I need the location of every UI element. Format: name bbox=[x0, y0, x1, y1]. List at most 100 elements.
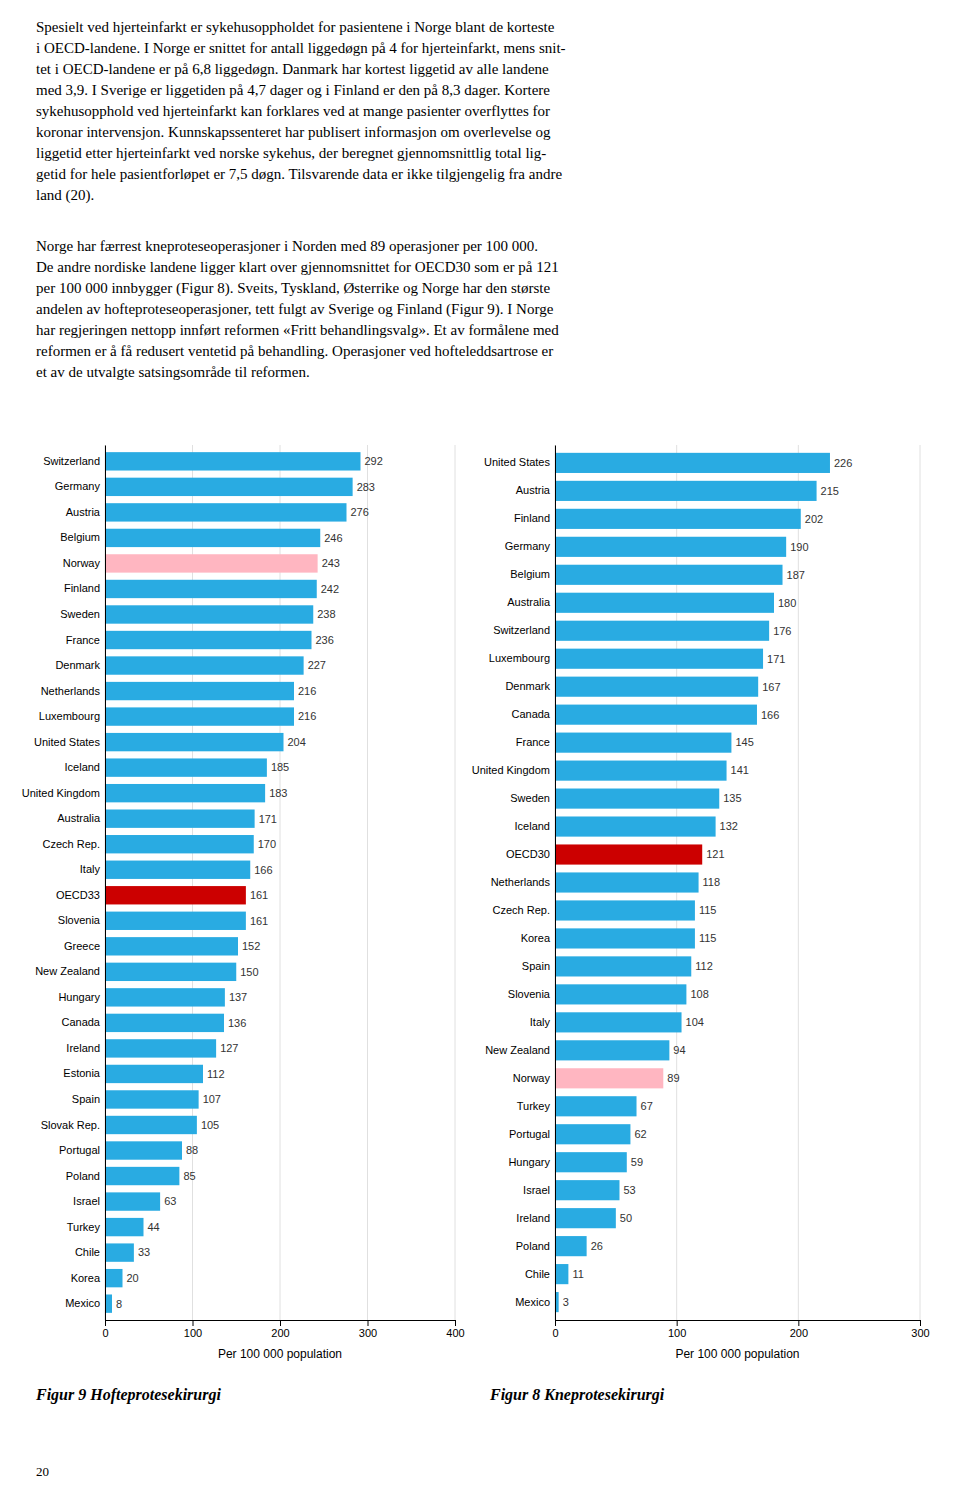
y-axis-line bbox=[555, 446, 556, 1321]
data-label: 11 bbox=[572, 1268, 583, 1280]
y-tick-label: Israel bbox=[523, 1184, 550, 1196]
bar bbox=[555, 984, 686, 1004]
bar bbox=[105, 605, 313, 623]
y-tick-label: Ireland bbox=[516, 1212, 550, 1224]
bar bbox=[105, 452, 361, 470]
y-tick-label: Sweden bbox=[60, 608, 100, 620]
y-tick: Greece bbox=[64, 940, 105, 952]
data-label: 216 bbox=[298, 710, 316, 722]
y-tick-label: Turkey bbox=[67, 1221, 101, 1233]
y-tick-label: Italy bbox=[530, 1016, 551, 1028]
x-tick-label: 300 bbox=[359, 1327, 377, 1339]
data-label: 150 bbox=[240, 966, 258, 978]
x-tick-label: 100 bbox=[668, 1327, 686, 1339]
y-tick: Poland bbox=[66, 1170, 105, 1182]
y-tick: Finland bbox=[64, 582, 105, 594]
y-tick-label: Poland bbox=[66, 1170, 100, 1182]
y-tick: Portugal bbox=[59, 1144, 105, 1156]
bar bbox=[555, 1096, 637, 1116]
grid bbox=[555, 445, 920, 1320]
data-label: 171 bbox=[767, 653, 785, 665]
y-tick: Turkey bbox=[67, 1221, 105, 1233]
bar bbox=[555, 537, 786, 557]
bar bbox=[555, 705, 757, 725]
bar bbox=[555, 565, 783, 585]
bar bbox=[555, 1180, 619, 1200]
x-tick: 300 bbox=[911, 1320, 929, 1339]
data-label: 88 bbox=[186, 1144, 198, 1156]
y-tick: Australia bbox=[57, 812, 105, 824]
data-label: 26 bbox=[591, 1240, 603, 1252]
y-tick-label: Austria bbox=[66, 506, 101, 518]
y-tick: Netherlands bbox=[491, 876, 555, 888]
y-tick-label: Ireland bbox=[66, 1042, 100, 1054]
bar bbox=[555, 1068, 663, 1088]
bar bbox=[105, 758, 267, 776]
data-label: 8 bbox=[116, 1298, 122, 1310]
bar bbox=[555, 1012, 682, 1032]
bar bbox=[105, 912, 246, 930]
y-tick: Slovenia bbox=[508, 988, 555, 1000]
bar bbox=[105, 529, 320, 547]
x-tick-mark bbox=[920, 1320, 921, 1326]
y-tick: Israel bbox=[523, 1184, 555, 1196]
y-tick: Ireland bbox=[66, 1042, 105, 1054]
bar bbox=[105, 631, 312, 649]
y-tick: Turkey bbox=[517, 1100, 555, 1112]
y-tick: United States bbox=[484, 456, 555, 468]
x-tick-label: 0 bbox=[102, 1327, 108, 1339]
y-tick-label: Luxembourg bbox=[489, 652, 550, 664]
bar bbox=[105, 1294, 112, 1312]
x-tick-mark bbox=[368, 1320, 369, 1326]
data-label: 85 bbox=[183, 1170, 195, 1182]
bar bbox=[105, 554, 318, 572]
data-label: 246 bbox=[324, 532, 342, 544]
data-label: 226 bbox=[834, 457, 852, 469]
x-axis-line bbox=[556, 1321, 921, 1327]
y-tick: Czech Rep. bbox=[43, 838, 105, 850]
page-number: 20 bbox=[36, 1464, 49, 1479]
data-label: 67 bbox=[641, 1100, 653, 1112]
y-tick: Italy bbox=[80, 863, 105, 875]
y-tick-label: United Kingdom bbox=[22, 787, 100, 799]
data-label: 161 bbox=[250, 915, 268, 927]
data-label: 20 bbox=[127, 1272, 139, 1284]
x-axis: 0 100 200 300 bbox=[552, 1320, 929, 1339]
y-tick: United States bbox=[34, 736, 105, 748]
data-label: 166 bbox=[254, 864, 272, 876]
y-tick-label: Spain bbox=[522, 960, 550, 972]
data-label: 136 bbox=[228, 1017, 246, 1029]
data-label: 132 bbox=[720, 820, 738, 832]
bar bbox=[105, 835, 254, 853]
data-label: 283 bbox=[357, 481, 375, 493]
y-tick-label: Denmark bbox=[505, 680, 550, 692]
y-tick-label: Spain bbox=[72, 1093, 100, 1105]
y-tick: United Kingdom bbox=[472, 764, 555, 776]
y-tick: Denmark bbox=[55, 659, 105, 671]
bar bbox=[105, 1065, 203, 1083]
y-tick-label: Czech Rep. bbox=[43, 838, 100, 850]
x-tick-label: 200 bbox=[790, 1327, 808, 1339]
grid-line bbox=[555, 445, 556, 1320]
y-tick-label: Finland bbox=[64, 582, 100, 594]
x-tick-label: 0 bbox=[552, 1327, 558, 1339]
data-label: 292 bbox=[365, 455, 383, 467]
y-tick-label: Germany bbox=[55, 480, 101, 492]
x-axis-title: Per 100 000 population bbox=[218, 1347, 342, 1361]
x-tick: 0 bbox=[102, 1320, 108, 1339]
y-tick: New Zealand bbox=[485, 1044, 555, 1056]
data-label: 107 bbox=[203, 1093, 221, 1105]
paragraph: Spesielt ved hjerteinfarkt er sykehusopp… bbox=[36, 19, 566, 204]
data-label: 242 bbox=[321, 583, 339, 595]
chart-title: Figur 8 Kneprotesekirurgi bbox=[489, 1386, 665, 1404]
data-label: 94 bbox=[673, 1044, 685, 1056]
bar bbox=[555, 872, 699, 892]
data-labels: 2922832762462432422382362272162162041851… bbox=[116, 455, 383, 1309]
data-label: 135 bbox=[723, 792, 741, 804]
y-tick-label: Denmark bbox=[55, 659, 100, 671]
y-tick: Hungary bbox=[58, 991, 105, 1003]
x-tick: 100 bbox=[668, 1320, 686, 1339]
y-tick-label: Norway bbox=[513, 1072, 551, 1084]
data-label: 89 bbox=[667, 1072, 679, 1084]
grid-line bbox=[367, 445, 368, 1320]
